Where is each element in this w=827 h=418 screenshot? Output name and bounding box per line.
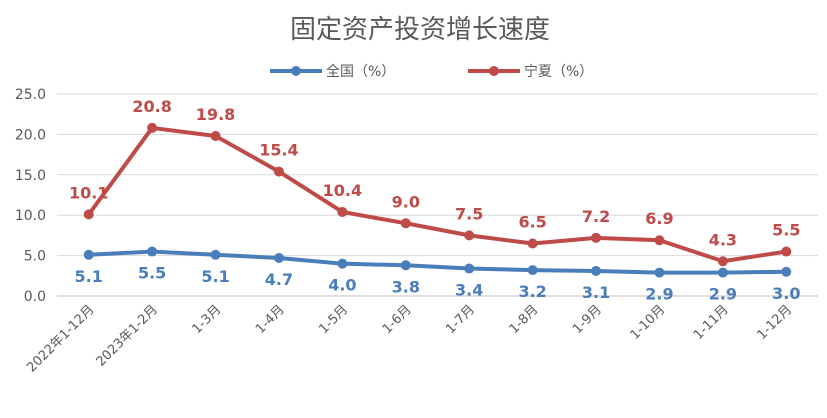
x-tick-label: 1-11月 [691, 302, 732, 343]
data-point [400, 218, 411, 229]
y-tick-label: 10.0 [15, 208, 46, 224]
data-point [527, 265, 538, 276]
data-label: 5.5 [138, 264, 166, 283]
x-tick-label: 1-6月 [380, 302, 415, 337]
data-point [273, 166, 284, 177]
data-labels: 5.1 5.5 5.1 4.7 4.0 3.8 3.4 3.2 3.1 2.9 2.9 3.0 10.1… [69, 97, 800, 304]
data-label: 3.0 [772, 284, 800, 303]
data-point [717, 256, 728, 267]
data-label: 10.4 [323, 181, 362, 200]
data-point [591, 265, 602, 276]
series-line-national [86, 249, 789, 275]
x-tick-label: 1-12月 [754, 302, 795, 343]
data-label: 2.9 [709, 285, 737, 304]
data-point [147, 246, 158, 257]
legend-label: 全国（%） [326, 63, 395, 80]
data-label: 3.4 [455, 281, 483, 300]
y-tick-label: 5.0 [24, 249, 46, 265]
data-point [464, 263, 475, 274]
legend: 全国（%） 宁夏（%） [270, 63, 593, 80]
x-tick-label: 1-10月 [628, 302, 669, 343]
data-label: 5.1 [75, 267, 103, 286]
x-tick-label: 2022年1-12月 [24, 302, 97, 375]
x-tick-label: 1-4月 [253, 302, 288, 337]
data-label: 19.8 [196, 105, 235, 124]
x-tick-label: 1-7月 [443, 302, 478, 337]
data-point [147, 122, 158, 133]
x-tick-label: 1-3月 [190, 302, 225, 337]
data-label: 3.8 [392, 277, 420, 296]
data-label: 6.9 [645, 209, 673, 228]
y-tick-label: 0.0 [24, 289, 46, 305]
data-label: 3.2 [518, 282, 546, 301]
data-label: 5.1 [201, 267, 229, 286]
data-point [210, 131, 221, 142]
data-point [654, 235, 665, 246]
series-line-ningxia [86, 125, 789, 264]
chart-title: 固定资产投资增长速度 [290, 15, 550, 45]
x-tick-label: 1-8月 [507, 302, 542, 337]
legend-swatch-marker [291, 66, 301, 76]
data-label: 2.9 [645, 285, 673, 304]
data-label: 10.1 [69, 183, 108, 202]
x-tick-label: 1-9月 [570, 302, 605, 337]
data-label: 20.8 [132, 97, 171, 116]
data-point [464, 230, 475, 241]
data-label: 7.5 [455, 204, 483, 223]
data-point [83, 249, 94, 260]
y-tick-label: 20.0 [15, 127, 46, 143]
x-tick-label: 2023年1-2月 [94, 302, 161, 369]
data-point [337, 258, 348, 269]
data-label: 5.5 [772, 221, 800, 240]
data-label: 4.3 [709, 230, 737, 249]
data-label: 4.0 [328, 276, 356, 295]
data-label: 7.2 [582, 207, 610, 226]
data-label: 3.1 [582, 283, 610, 302]
data-point [781, 266, 792, 277]
data-point [337, 206, 348, 217]
data-point [210, 249, 221, 260]
y-tick-label: 15.0 [15, 168, 46, 184]
axes: 0.0 5.0 10.0 15.0 20.0 25.0 2022年1-12月2023年1-2… [15, 87, 818, 375]
data-point [654, 267, 665, 278]
data-point [273, 253, 284, 264]
x-tick-label: 1-5月 [316, 302, 351, 337]
data-point [527, 238, 538, 249]
y-tick-label: 25.0 [15, 87, 46, 103]
data-point [717, 267, 728, 278]
data-point [781, 246, 792, 257]
data-label: 15.4 [259, 141, 298, 160]
data-label: 6.5 [518, 212, 546, 231]
data-point [400, 260, 411, 271]
legend-label: 宁夏（%） [524, 63, 593, 80]
data-point [591, 232, 602, 243]
data-point [83, 209, 94, 220]
data-label: 4.7 [265, 270, 293, 289]
legend-swatch-marker [489, 66, 499, 76]
series-lines [83, 122, 792, 278]
data-label: 9.0 [392, 192, 420, 211]
